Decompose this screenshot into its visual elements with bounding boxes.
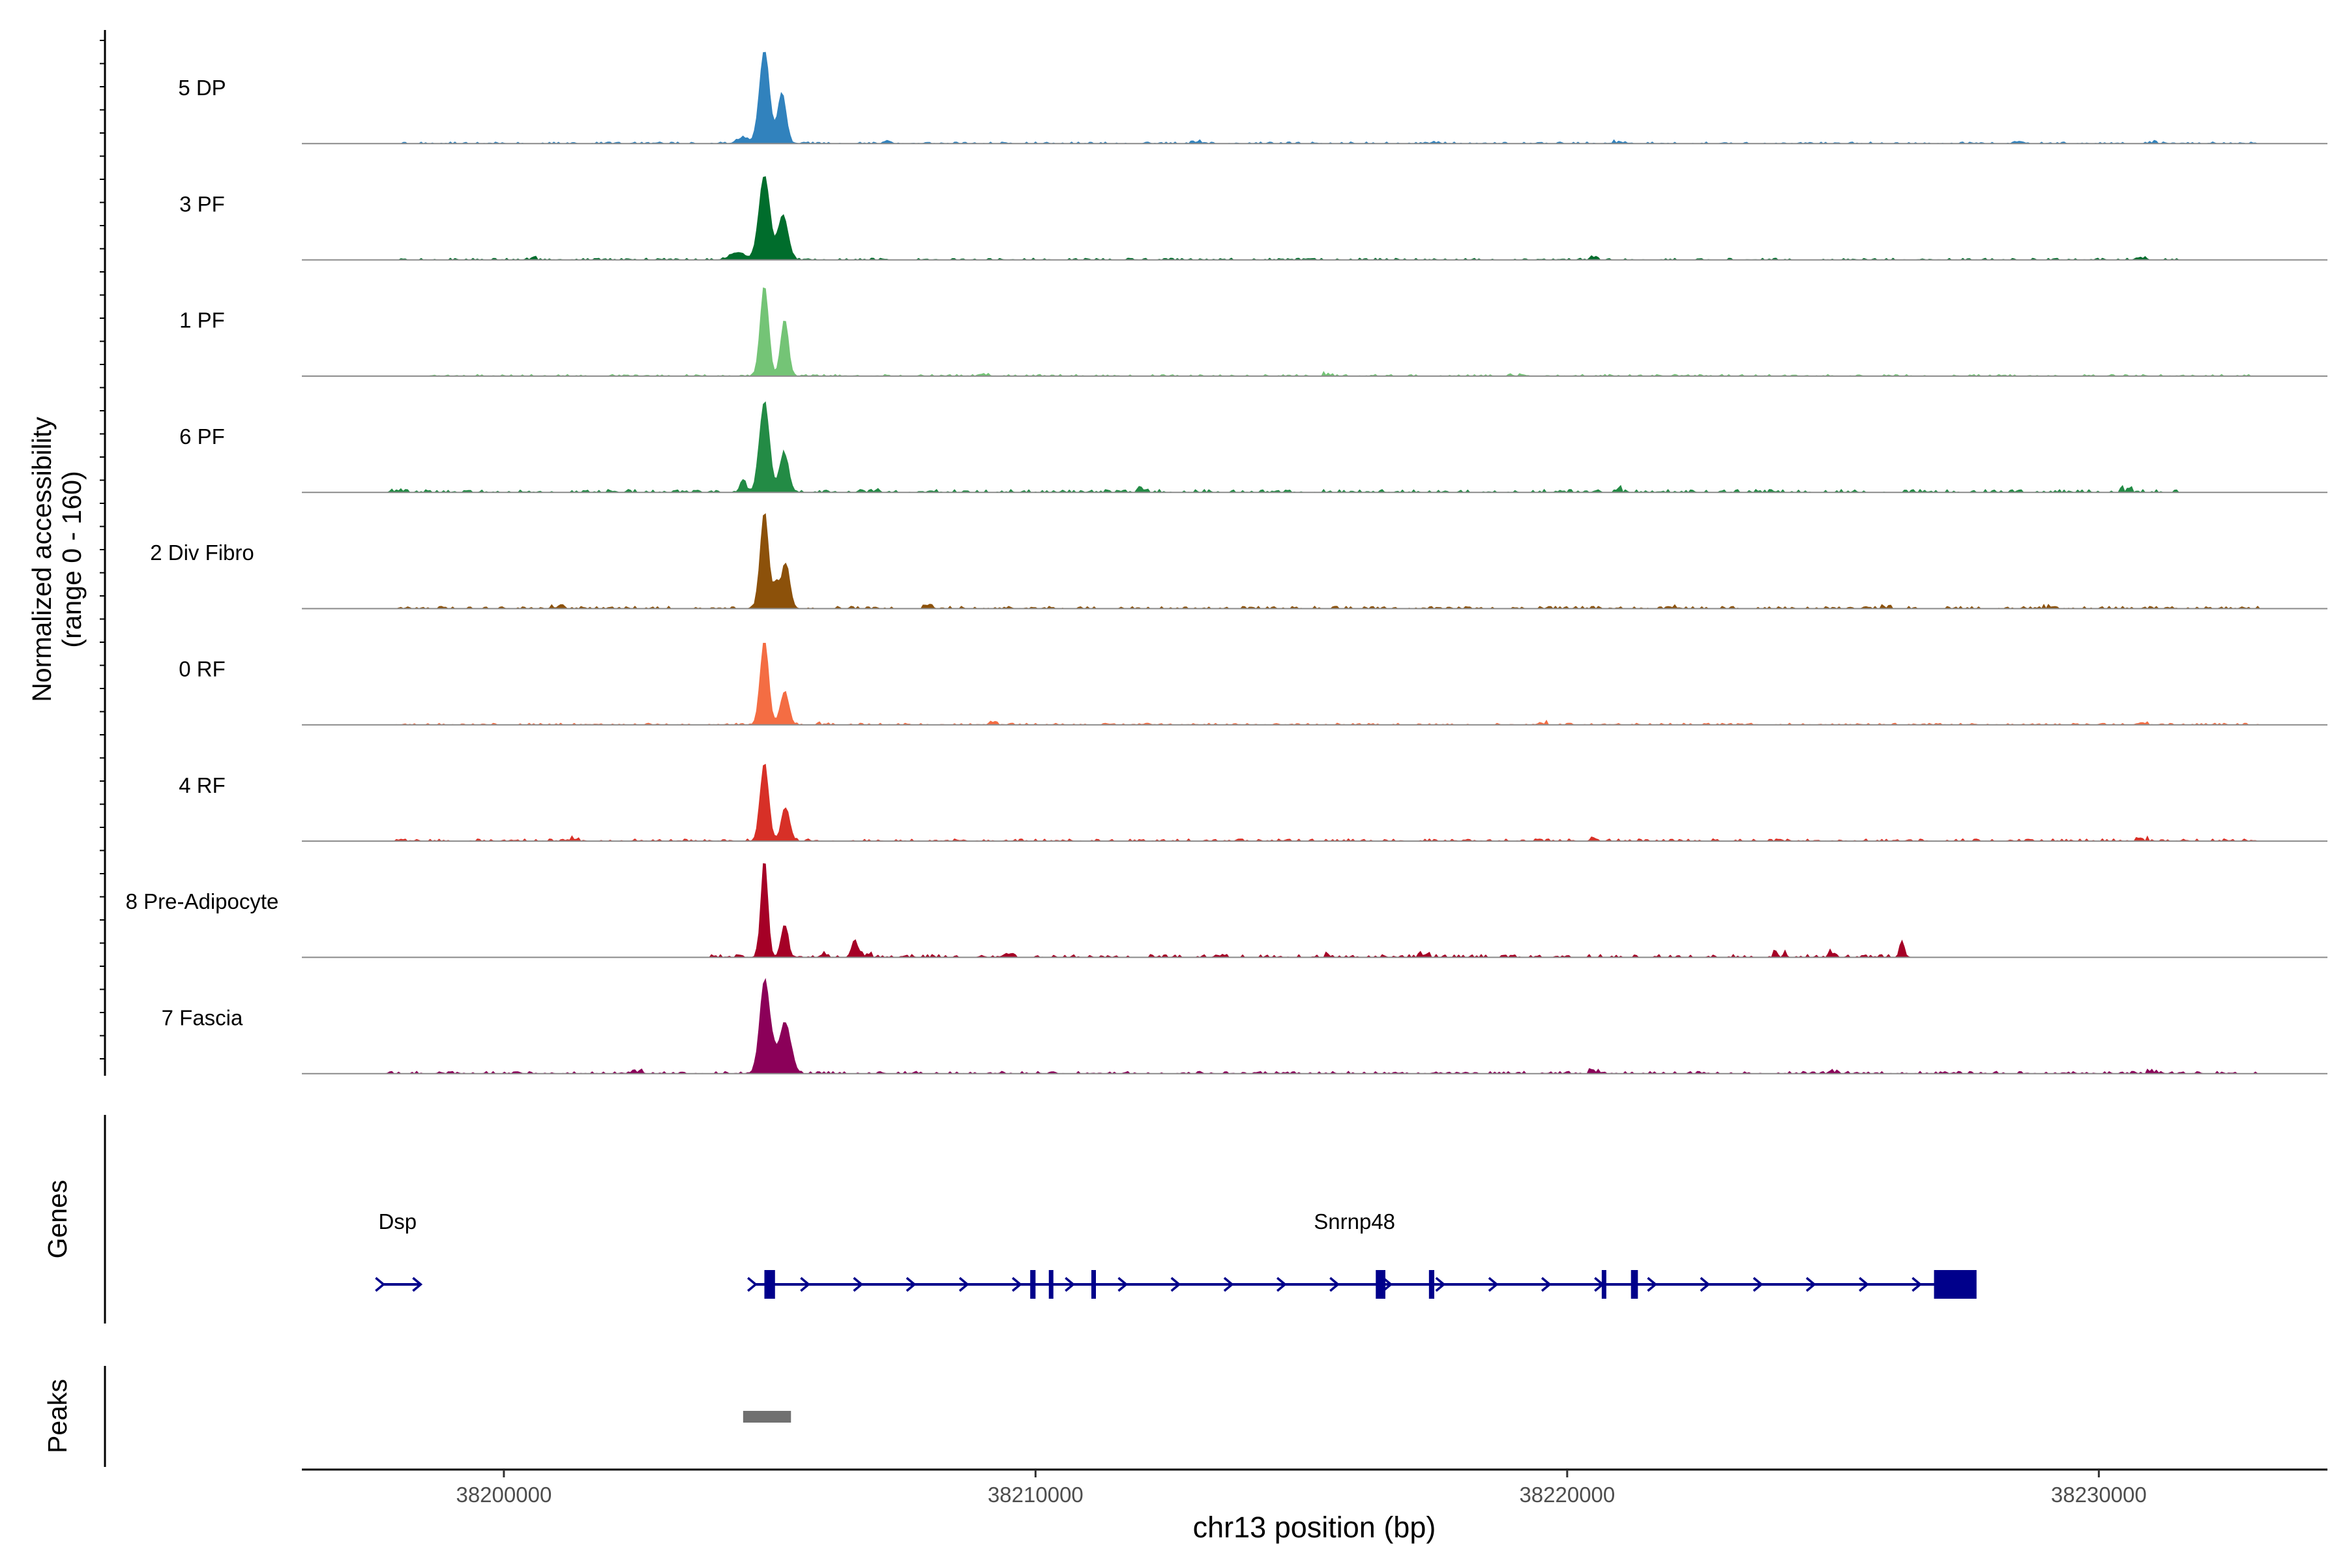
gene-exon <box>764 1270 775 1299</box>
gene-strand-arrow <box>1382 1277 1393 1292</box>
track-signal-6-pf <box>302 401 2327 493</box>
track-0-rf: 0 RF <box>179 643 2327 726</box>
gene-exon <box>1030 1270 1036 1299</box>
gene-exon <box>1631 1270 1638 1299</box>
x-axis-ticks: 38200000 38210000 38220000 38230000 <box>456 1470 2147 1507</box>
x-axis-tick-label: 38230000 <box>2051 1483 2147 1507</box>
gene-dsp: Dsp <box>375 1209 423 1292</box>
track-2-div-fibro: 2 Div Fibro <box>150 513 2327 610</box>
gene-strand-arrow <box>1276 1277 1287 1292</box>
track-1-pf: 1 PF <box>179 287 2327 377</box>
x-axis-tick-label: 38220000 <box>1519 1483 1615 1507</box>
axes-layer: Normalized accessibility (range 0 - 160)… <box>27 30 2327 1544</box>
track-label-0-rf: 0 RF <box>179 657 226 681</box>
gene-strand-arrow <box>1488 1277 1499 1292</box>
gene-exon <box>1601 1270 1606 1299</box>
gene-strand-arrow <box>1752 1277 1764 1292</box>
tracks-layer: 5 DP 3 PF 1 PF 6 PF 2 Div Fibro 0 RF 4 RF 8 Pre… <box>126 52 2327 1074</box>
gene-strand-arrow <box>747 1277 758 1292</box>
track-signal-4-rf <box>302 763 2327 842</box>
gene-strand-arrow <box>906 1277 917 1292</box>
track-5-dp: 5 DP <box>178 52 2327 145</box>
track-3-pf: 3 PF <box>179 176 2327 261</box>
gene-strand-arrow <box>1065 1277 1076 1292</box>
peaks-layer <box>743 1411 791 1423</box>
gene-strand-arrow <box>1541 1277 1552 1292</box>
gene-strand-arrow <box>800 1277 811 1292</box>
gene-exon <box>1934 1270 1977 1299</box>
track-8-pre-adipocyte: 8 Pre-Adipocyte <box>126 863 2327 958</box>
gene-strand-arrow <box>958 1277 969 1292</box>
gene-strand-arrow <box>853 1277 864 1292</box>
track-signal-1-pf <box>302 287 2327 377</box>
x-axis-tick-label: 38200000 <box>456 1483 552 1507</box>
gene-strand-arrow <box>1700 1277 1711 1292</box>
track-signal-7-fascia <box>302 977 2327 1074</box>
y-axis-label-line2: (range 0 - 160) <box>57 471 87 647</box>
x-axis-label: chr13 position (bp) <box>1193 1511 1436 1544</box>
track-7-fascia: 7 Fascia <box>162 977 2327 1074</box>
gene-strand-arrow <box>1117 1277 1129 1292</box>
track-signal-8-pre-adipocyte <box>302 863 2327 958</box>
track-label-6-pf: 6 PF <box>179 424 225 449</box>
track-4-rf: 4 RF <box>179 763 2327 842</box>
track-label-8-pre-adipocyte: 8 Pre-Adipocyte <box>126 889 279 913</box>
peak-region <box>743 1411 791 1423</box>
peaks-axis-label: Peaks <box>42 1379 72 1453</box>
gene-strand-arrow <box>375 1277 386 1292</box>
y-axis-label-line1: Normalized accessibility <box>27 417 57 702</box>
track-label-4-rf: 4 RF <box>179 773 226 797</box>
gene-strand-arrow <box>1170 1277 1181 1292</box>
gene-strand-arrow <box>1859 1277 1869 1292</box>
x-axis-tick-label: 38210000 <box>988 1483 1084 1507</box>
track-label-2-div-fibro: 2 Div Fibro <box>150 540 254 565</box>
track-label-1-pf: 1 PF <box>179 308 225 333</box>
gene-snrnp48: Snrnp48 <box>747 1209 1977 1299</box>
gene-exon <box>1091 1270 1096 1299</box>
track-signal-2-div-fibro <box>302 513 2327 610</box>
gene-strand-arrow <box>1012 1277 1022 1292</box>
gene-exon <box>1428 1270 1434 1299</box>
gene-strand-arrow <box>1805 1277 1816 1292</box>
gene-exon <box>1048 1270 1054 1299</box>
gene-strand-arrow <box>1647 1277 1658 1292</box>
gene-exon <box>1376 1270 1385 1299</box>
gene-label-dsp: Dsp <box>378 1209 417 1234</box>
gene-strand-arrow <box>1912 1277 1923 1292</box>
track-label-7-fascia: 7 Fascia <box>162 1005 243 1029</box>
gene-label-snrnp48: Snrnp48 <box>1314 1209 1395 1234</box>
gene-strand-arrow <box>412 1277 423 1292</box>
track-6-pf: 6 PF <box>179 401 2327 494</box>
track-signal-0-rf <box>302 643 2327 726</box>
genes-layer: Dsp Snrnp48 <box>375 1209 1977 1299</box>
y-axis-ticks <box>100 40 105 1059</box>
genes-axis-label: Genes <box>42 1180 72 1259</box>
track-label-5-dp: 5 DP <box>178 76 226 100</box>
track-signal-5-dp <box>302 52 2327 144</box>
gene-strand-arrow <box>1329 1277 1340 1292</box>
gene-strand-arrow <box>1223 1277 1234 1292</box>
track-signal-3-pf <box>302 176 2327 261</box>
gene-strand-arrow <box>1435 1277 1446 1292</box>
track-label-3-pf: 3 PF <box>179 192 225 216</box>
